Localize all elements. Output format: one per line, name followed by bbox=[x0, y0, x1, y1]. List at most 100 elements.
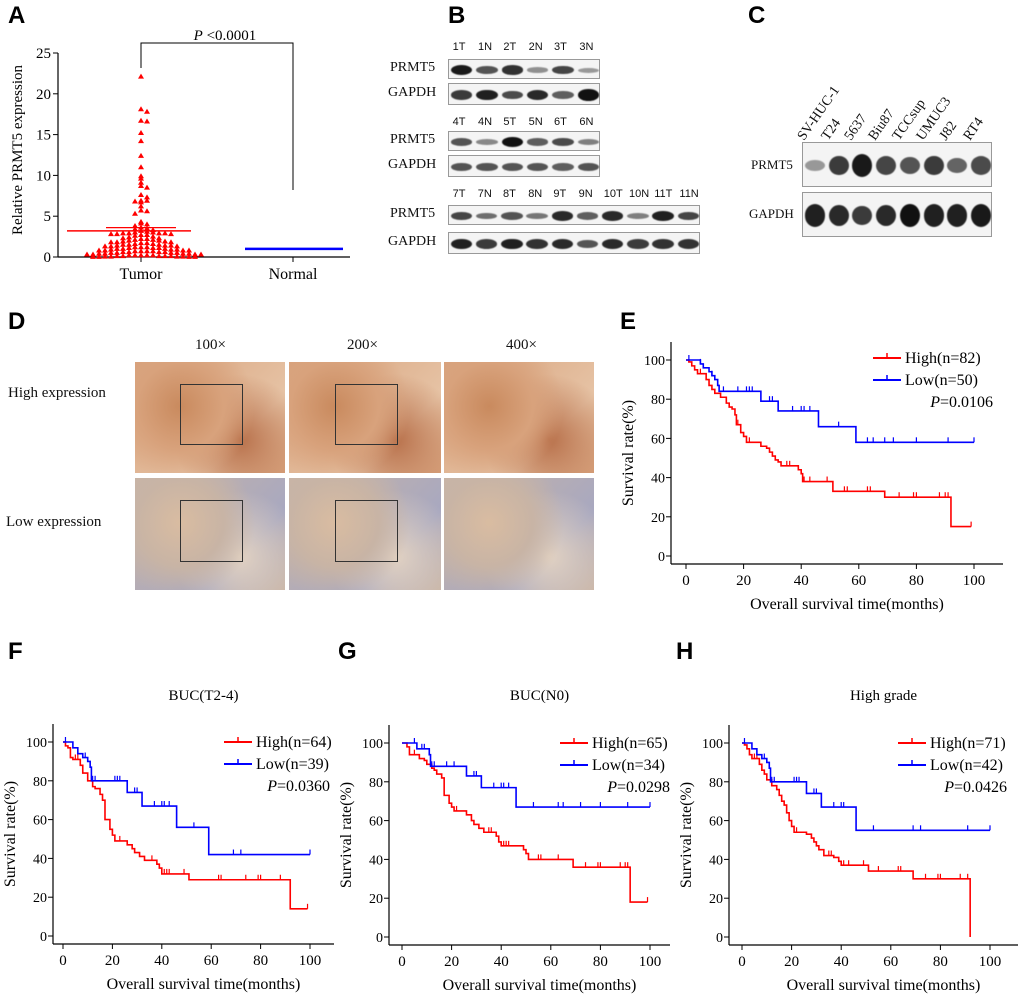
chart-a-tumor-point bbox=[132, 244, 138, 250]
chart-a-tumor-point bbox=[144, 208, 150, 214]
chart-f-ylabel: Survival rate(%) bbox=[2, 781, 19, 887]
blot-c-gapdh-label: GAPDH bbox=[749, 206, 794, 221]
chart-a-tumor-point bbox=[138, 152, 144, 158]
chart-a-tumor-point bbox=[108, 231, 114, 237]
chart-a-tumor-point bbox=[174, 243, 180, 249]
chart-h-ytick-label: 0 bbox=[716, 931, 723, 946]
blot-band bbox=[876, 155, 897, 176]
blot-band bbox=[476, 139, 498, 145]
chart-a-tumor-point bbox=[132, 236, 138, 242]
chart-a-tumor-point bbox=[120, 238, 126, 244]
chart-a-tumor-point bbox=[138, 231, 144, 237]
blot-band bbox=[551, 211, 574, 221]
chart-a-tumor-point bbox=[102, 250, 108, 256]
blot-b-lane-label: 10T bbox=[603, 188, 623, 200]
chart-a-tumor-point bbox=[168, 249, 174, 255]
chart-a-tumor-point bbox=[138, 129, 144, 135]
blot-b-gapdh-label: GAPDH bbox=[388, 85, 437, 100]
blot-b-lane-label: 9T bbox=[553, 188, 567, 200]
blot-band bbox=[602, 238, 624, 250]
chart-f-xlabel: Overall survival time(months) bbox=[107, 976, 301, 993]
panel-label-h: H bbox=[676, 638, 694, 665]
blot-band bbox=[652, 238, 674, 250]
blot-band bbox=[476, 239, 498, 249]
ihc-image-low-200x bbox=[289, 478, 441, 590]
chart-a-tumor-point bbox=[114, 242, 120, 248]
chart-e-legend-label: High(n=82) bbox=[905, 350, 981, 367]
chart-f-xtick-label: 100 bbox=[299, 953, 322, 969]
chart-f-series-high bbox=[63, 741, 308, 910]
blot-b-lane-label: 9N bbox=[578, 188, 593, 200]
panel-label-b: B bbox=[448, 2, 466, 29]
chart-a-pvalue-text: <0.0001 bbox=[203, 28, 256, 44]
panel-b-western-blot: 1T 1N 2T 2N 3T 3N PRMT5 GAPDH 4T 4N 5T 5N 6T 6N PRMT5 G… bbox=[388, 0, 740, 270]
ihc-image-high-100x bbox=[135, 362, 285, 473]
chart-a-tumor-point bbox=[174, 253, 180, 259]
chart-a-category-normal: Normal bbox=[269, 266, 318, 283]
blot-band bbox=[923, 155, 944, 176]
blot-band bbox=[501, 65, 524, 75]
blot-b-lane-label: 10N bbox=[629, 188, 650, 200]
chart-a-tumor-point bbox=[132, 252, 138, 258]
chart-a-tumor-point bbox=[132, 226, 138, 232]
chart-a-tumor-point bbox=[186, 253, 192, 259]
chart-g-xtick-label: 60 bbox=[543, 954, 558, 970]
chart-a-tumor-point bbox=[114, 239, 120, 245]
panel-label-a: A bbox=[8, 2, 26, 29]
chart-g-ytick-label: 60 bbox=[369, 815, 383, 830]
blot-band bbox=[501, 238, 523, 250]
ihc-zoom-region-box bbox=[334, 500, 399, 562]
chart-f-pvalue-p: P bbox=[266, 778, 277, 795]
blot-b-prmt5-row-2 bbox=[448, 131, 600, 151]
chart-a-tumor-point bbox=[126, 237, 132, 243]
blot-band bbox=[947, 204, 968, 227]
chart-g-pvalue-p: P bbox=[606, 779, 617, 796]
chart-e-pvalue-p: P bbox=[929, 394, 940, 411]
chart-h-pvalue: P=0.0426 bbox=[943, 779, 1007, 796]
blot-band bbox=[876, 204, 897, 227]
blot-band bbox=[526, 238, 548, 250]
chart-a-tumor-point bbox=[150, 233, 156, 239]
chart-a-tumor-point bbox=[132, 229, 138, 235]
chart-a-tumor-point bbox=[108, 253, 114, 259]
chart-a-tumor-point bbox=[156, 249, 162, 255]
chart-a-ytick-label: 20 bbox=[36, 87, 51, 103]
chart-a-tumor-point bbox=[144, 240, 150, 246]
chart-a-tumor-point bbox=[168, 242, 174, 248]
chart-g-ylabel: Survival rate(%) bbox=[338, 782, 355, 888]
blot-band bbox=[501, 90, 524, 100]
chart-h-series-low bbox=[742, 742, 990, 832]
blot-b-prmt5-label: PRMT5 bbox=[390, 132, 436, 147]
chart-a-tumor-point bbox=[150, 236, 156, 242]
chart-f-ytick-label: 20 bbox=[33, 891, 47, 906]
chart-a-tumor-point bbox=[138, 199, 144, 205]
blot-band bbox=[627, 212, 649, 220]
chart-f-ytick-label: 80 bbox=[33, 775, 47, 790]
chart-g-xtick-label: 0 bbox=[398, 954, 406, 970]
chart-a-tumor-point bbox=[168, 253, 174, 259]
blot-band bbox=[526, 138, 549, 146]
blot-b-lane-label: 3N bbox=[579, 41, 594, 53]
blot-b-gapdh-row-3 bbox=[448, 232, 700, 254]
blot-band bbox=[677, 211, 700, 221]
chart-a-tumor-point bbox=[84, 251, 90, 257]
chart-a-tumor-point bbox=[120, 241, 126, 247]
chart-a-tumor-point bbox=[114, 231, 120, 237]
blot-b-gapdh-row-1 bbox=[448, 83, 600, 105]
chart-f-title: BUC(T2-4) bbox=[169, 688, 239, 704]
chart-a-tumor-point bbox=[144, 248, 150, 254]
chart-a-tumor-point bbox=[144, 231, 150, 237]
chart-e-ytick-label: 100 bbox=[644, 354, 665, 369]
chart-e-series-high bbox=[686, 359, 972, 528]
chart-a-tumor-point bbox=[198, 251, 204, 257]
panel-label-f: F bbox=[8, 638, 23, 665]
chart-a-tumor-point bbox=[90, 253, 96, 259]
chart-a-tumor-point bbox=[138, 203, 144, 209]
chart-a-tumor-point bbox=[138, 183, 144, 189]
blot-b-gapdh-label: GAPDH bbox=[388, 234, 437, 249]
blot-c-prmt5-label: PRMT5 bbox=[751, 157, 793, 172]
chart-e-ytick-label: 40 bbox=[651, 472, 665, 487]
chart-e-ytick-label: 80 bbox=[651, 393, 665, 408]
chart-a-tumor-point bbox=[144, 252, 150, 258]
blot-band bbox=[501, 136, 524, 148]
